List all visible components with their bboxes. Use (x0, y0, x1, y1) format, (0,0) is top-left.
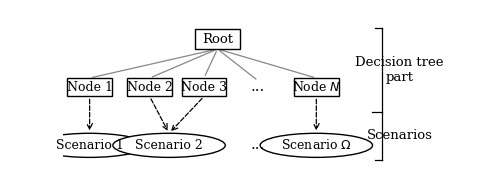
Ellipse shape (260, 133, 372, 157)
Text: ...: ... (251, 138, 266, 152)
Text: Node 3: Node 3 (181, 81, 227, 94)
Text: Node 1: Node 1 (66, 81, 112, 94)
Text: Node $N$: Node $N$ (292, 80, 341, 94)
FancyBboxPatch shape (182, 78, 226, 96)
Text: Scenarios: Scenarios (366, 129, 432, 142)
Text: Scenario 2: Scenario 2 (135, 139, 203, 152)
FancyBboxPatch shape (68, 78, 112, 96)
Ellipse shape (113, 133, 225, 157)
FancyBboxPatch shape (195, 29, 240, 49)
Text: Node 2: Node 2 (127, 81, 172, 94)
Text: ...: ... (251, 80, 266, 94)
Text: Scenario $\Omega$: Scenario $\Omega$ (281, 138, 352, 152)
FancyBboxPatch shape (294, 78, 339, 96)
Text: Decision tree
part: Decision tree part (356, 56, 444, 84)
Text: Scenario 1: Scenario 1 (56, 139, 124, 152)
FancyBboxPatch shape (128, 78, 172, 96)
Ellipse shape (34, 133, 146, 157)
Text: Root: Root (202, 33, 233, 46)
